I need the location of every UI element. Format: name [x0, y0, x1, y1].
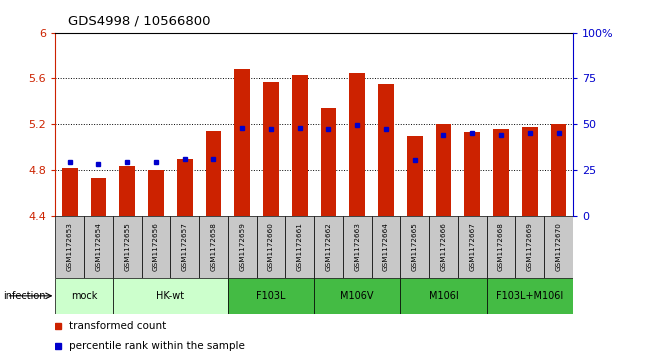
Text: GSM1172667: GSM1172667 — [469, 223, 475, 271]
Text: GSM1172653: GSM1172653 — [66, 223, 73, 271]
FancyBboxPatch shape — [142, 216, 171, 278]
FancyBboxPatch shape — [55, 216, 84, 278]
Text: GSM1172662: GSM1172662 — [326, 223, 331, 271]
Bar — [119, 166, 135, 216]
Bar — [551, 124, 566, 216]
Bar — [263, 82, 279, 216]
Bar — [350, 73, 365, 216]
FancyBboxPatch shape — [228, 278, 314, 314]
Text: GSM1172658: GSM1172658 — [210, 223, 217, 271]
FancyBboxPatch shape — [343, 216, 372, 278]
Text: GDS4998 / 10566800: GDS4998 / 10566800 — [68, 15, 211, 28]
Text: GSM1172655: GSM1172655 — [124, 223, 130, 271]
FancyBboxPatch shape — [285, 216, 314, 278]
Bar — [206, 131, 221, 216]
Text: GSM1172663: GSM1172663 — [354, 223, 360, 271]
Text: GSM1172656: GSM1172656 — [153, 223, 159, 271]
FancyBboxPatch shape — [314, 278, 400, 314]
FancyBboxPatch shape — [113, 216, 142, 278]
Text: GSM1172657: GSM1172657 — [182, 223, 187, 271]
Text: GSM1172659: GSM1172659 — [239, 223, 245, 271]
FancyBboxPatch shape — [372, 216, 400, 278]
FancyBboxPatch shape — [516, 216, 544, 278]
Text: M106V: M106V — [340, 291, 374, 301]
Text: HK-wt: HK-wt — [156, 291, 184, 301]
Bar — [436, 124, 451, 216]
Bar — [90, 178, 106, 216]
Bar — [320, 108, 337, 216]
FancyBboxPatch shape — [429, 216, 458, 278]
Text: GSM1172668: GSM1172668 — [498, 223, 504, 271]
Text: GSM1172669: GSM1172669 — [527, 223, 533, 271]
FancyBboxPatch shape — [458, 216, 487, 278]
FancyBboxPatch shape — [55, 278, 113, 314]
FancyBboxPatch shape — [487, 278, 573, 314]
Bar — [522, 127, 538, 216]
Bar — [177, 159, 193, 216]
Text: GSM1172666: GSM1172666 — [441, 223, 447, 271]
Text: GSM1172661: GSM1172661 — [297, 223, 303, 271]
FancyBboxPatch shape — [400, 278, 487, 314]
Text: F103L+M106I: F103L+M106I — [496, 291, 563, 301]
Bar — [292, 75, 308, 216]
FancyBboxPatch shape — [171, 216, 199, 278]
FancyBboxPatch shape — [84, 216, 113, 278]
Bar — [148, 170, 164, 216]
FancyBboxPatch shape — [228, 216, 256, 278]
Text: GSM1172654: GSM1172654 — [96, 223, 102, 271]
FancyBboxPatch shape — [400, 216, 429, 278]
Text: GSM1172660: GSM1172660 — [268, 223, 274, 271]
Text: GSM1172670: GSM1172670 — [555, 223, 562, 271]
FancyBboxPatch shape — [487, 216, 516, 278]
Text: percentile rank within the sample: percentile rank within the sample — [69, 341, 245, 351]
Bar — [493, 129, 509, 216]
Text: GSM1172665: GSM1172665 — [411, 223, 418, 271]
Text: mock: mock — [71, 291, 97, 301]
Bar — [464, 132, 480, 216]
Bar — [407, 136, 422, 216]
Bar — [234, 69, 250, 216]
Text: transformed count: transformed count — [69, 321, 167, 331]
FancyBboxPatch shape — [113, 278, 228, 314]
Text: infection: infection — [3, 291, 46, 301]
Bar — [378, 84, 394, 216]
Bar — [62, 168, 77, 216]
Text: GSM1172664: GSM1172664 — [383, 223, 389, 271]
Text: F103L: F103L — [256, 291, 286, 301]
FancyBboxPatch shape — [544, 216, 573, 278]
FancyBboxPatch shape — [256, 216, 285, 278]
FancyBboxPatch shape — [314, 216, 343, 278]
FancyBboxPatch shape — [199, 216, 228, 278]
Text: M106I: M106I — [428, 291, 458, 301]
